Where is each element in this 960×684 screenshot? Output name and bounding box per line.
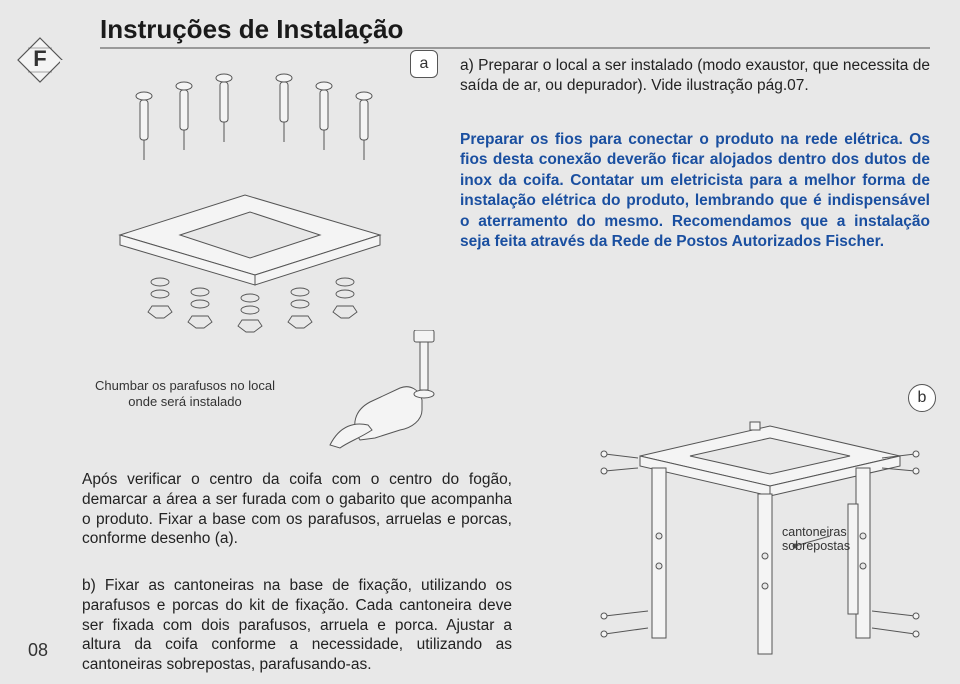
page: Instruções de Instalação F a b — [0, 0, 960, 684]
label-badge-b: b — [908, 384, 936, 412]
illustration-a — [60, 60, 400, 340]
page-title: Instruções de Instalação — [100, 14, 930, 49]
illustration-drill — [300, 330, 480, 450]
paragraph-a: a) Preparar o local a ser instalado (mod… — [460, 56, 930, 97]
paragraph-a-highlight: Preparar os fios para conectar o produto… — [460, 130, 930, 253]
page-title-text: Instruções de Instalação — [100, 14, 413, 44]
paragraph-b2: b) Fixar as cantoneiras na base de fixaç… — [82, 576, 512, 675]
paragraph-b1: Após verificar o centro da coifa com o c… — [82, 470, 512, 549]
page-number: 08 — [28, 640, 48, 661]
illustration-b — [600, 416, 920, 666]
label-cantoneiras: cantoneirassobrepostas — [782, 526, 850, 554]
caption-chumbar: Chumbar os parafusos no local onde será … — [80, 378, 290, 409]
label-badge-a: a — [410, 50, 438, 78]
brand-logo: F — [16, 36, 64, 84]
svg-text:F: F — [33, 46, 46, 71]
